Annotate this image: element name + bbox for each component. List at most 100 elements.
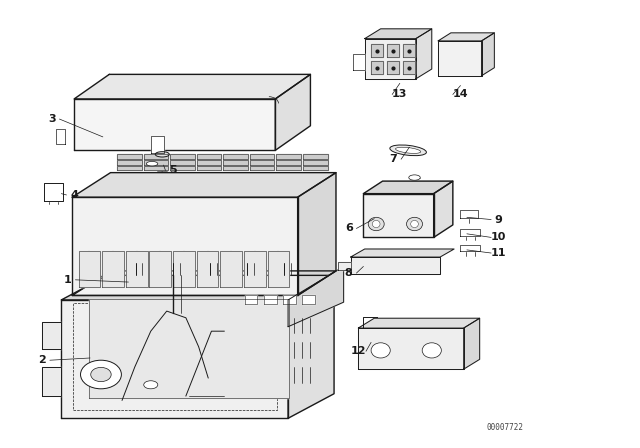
Polygon shape (117, 154, 141, 159)
Polygon shape (196, 160, 221, 164)
Polygon shape (365, 39, 416, 79)
Polygon shape (72, 172, 336, 197)
Polygon shape (44, 183, 63, 201)
Text: 1: 1 (64, 275, 72, 285)
Polygon shape (288, 276, 334, 418)
Polygon shape (220, 251, 242, 287)
Polygon shape (143, 166, 168, 170)
Polygon shape (371, 61, 383, 74)
Polygon shape (461, 210, 478, 218)
Ellipse shape (144, 381, 158, 389)
Polygon shape (223, 160, 248, 164)
Polygon shape (438, 41, 481, 76)
Ellipse shape (147, 161, 158, 166)
Polygon shape (117, 160, 141, 164)
Polygon shape (338, 262, 351, 271)
Text: 11: 11 (491, 248, 507, 258)
Ellipse shape (411, 220, 419, 228)
Polygon shape (403, 44, 415, 57)
Polygon shape (150, 251, 172, 287)
Polygon shape (143, 160, 168, 164)
Polygon shape (276, 166, 301, 170)
Text: 7: 7 (390, 154, 397, 164)
Polygon shape (72, 271, 336, 296)
Text: 9: 9 (495, 215, 503, 224)
Ellipse shape (371, 343, 390, 358)
Text: 2: 2 (38, 355, 46, 365)
Polygon shape (61, 276, 334, 300)
Polygon shape (365, 29, 432, 39)
Polygon shape (196, 251, 218, 287)
Polygon shape (244, 251, 266, 287)
Polygon shape (275, 74, 310, 151)
Polygon shape (351, 249, 454, 257)
Text: 13: 13 (392, 90, 408, 99)
Polygon shape (403, 61, 415, 74)
Polygon shape (364, 181, 453, 194)
Polygon shape (461, 229, 479, 236)
Polygon shape (42, 322, 61, 349)
Polygon shape (303, 154, 328, 159)
Polygon shape (126, 251, 148, 287)
Polygon shape (196, 166, 221, 170)
Polygon shape (268, 251, 289, 287)
Polygon shape (303, 166, 328, 170)
Circle shape (81, 360, 122, 389)
Polygon shape (264, 296, 276, 304)
Polygon shape (351, 257, 440, 274)
Ellipse shape (368, 217, 384, 231)
Ellipse shape (409, 175, 420, 180)
Ellipse shape (406, 217, 422, 231)
Polygon shape (61, 300, 288, 418)
Polygon shape (416, 29, 432, 79)
Polygon shape (151, 136, 164, 152)
Text: 4: 4 (70, 190, 78, 200)
Polygon shape (117, 166, 141, 170)
Text: 10: 10 (491, 233, 506, 242)
Polygon shape (276, 154, 301, 159)
Polygon shape (170, 160, 195, 164)
Polygon shape (250, 154, 275, 159)
Ellipse shape (390, 145, 426, 155)
Polygon shape (434, 181, 453, 237)
Polygon shape (461, 245, 479, 251)
Text: 3: 3 (48, 114, 56, 124)
Polygon shape (74, 74, 310, 99)
Polygon shape (276, 160, 301, 164)
Polygon shape (79, 251, 100, 287)
Text: 00007722: 00007722 (486, 423, 524, 432)
Polygon shape (250, 166, 275, 170)
Polygon shape (244, 296, 257, 304)
Text: 6: 6 (345, 224, 353, 233)
Polygon shape (283, 296, 296, 304)
Polygon shape (298, 172, 336, 296)
Ellipse shape (372, 220, 380, 228)
Polygon shape (170, 166, 195, 170)
Polygon shape (74, 99, 275, 151)
Ellipse shape (422, 343, 442, 358)
Ellipse shape (156, 152, 170, 157)
Polygon shape (387, 61, 399, 74)
Polygon shape (438, 33, 494, 41)
Text: 8: 8 (345, 268, 353, 278)
Circle shape (91, 367, 111, 382)
Polygon shape (143, 154, 168, 159)
Polygon shape (42, 367, 61, 396)
Text: 12: 12 (351, 346, 366, 356)
Polygon shape (170, 154, 195, 159)
Polygon shape (288, 267, 344, 327)
Polygon shape (358, 328, 464, 369)
Polygon shape (353, 54, 365, 70)
Polygon shape (223, 166, 248, 170)
Polygon shape (387, 44, 399, 57)
Polygon shape (250, 160, 275, 164)
Polygon shape (481, 33, 494, 76)
Polygon shape (102, 251, 124, 287)
Polygon shape (89, 299, 289, 397)
Polygon shape (56, 129, 65, 144)
Polygon shape (302, 296, 315, 304)
Polygon shape (364, 194, 434, 237)
Polygon shape (173, 251, 195, 287)
Ellipse shape (396, 147, 420, 153)
Text: 5: 5 (170, 165, 177, 176)
